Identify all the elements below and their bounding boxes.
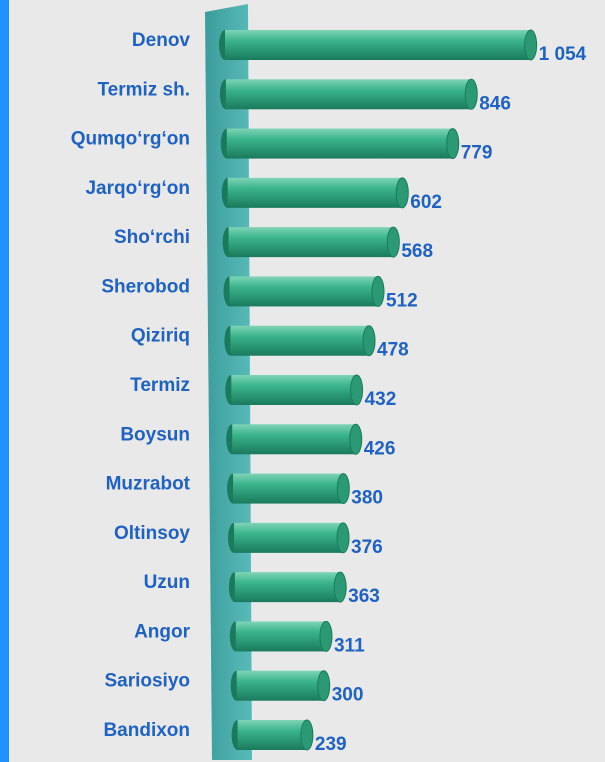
- bar: [234, 572, 341, 603]
- bar: [233, 473, 344, 504]
- category-label: Sho‘rchi: [114, 227, 190, 248]
- bar: [226, 128, 453, 159]
- category-label: Denov: [132, 30, 191, 51]
- bar-cap: [524, 29, 538, 61]
- value-label: 380: [351, 488, 383, 509]
- category-label: Bandixon: [103, 720, 190, 741]
- value-label: 363: [348, 586, 380, 607]
- value-label: 300: [332, 685, 364, 706]
- value-label: 568: [401, 241, 433, 262]
- bar: [232, 424, 356, 455]
- bar-cap: [350, 374, 364, 406]
- category-label: Jarqo‘rg‘on: [85, 178, 190, 199]
- bar-cap: [336, 473, 350, 505]
- category-label: Uzun: [144, 572, 190, 593]
- bar-cap: [395, 177, 409, 209]
- value-label: 432: [365, 389, 397, 410]
- value-label: 1 054: [539, 44, 587, 65]
- category-label: Sherobod: [101, 276, 190, 297]
- bar: [225, 30, 531, 60]
- bar-cap: [317, 670, 331, 702]
- value-label: 311: [334, 635, 365, 656]
- bars: Denov 1 054 Termiz sh. 846 Qumqo‘rg‘on 779 Jar…: [71, 29, 587, 755]
- value-label: 376: [351, 537, 383, 558]
- value-label: 846: [479, 93, 511, 114]
- bar: [225, 79, 472, 110]
- bar-cap: [464, 78, 478, 110]
- category-label: Oltinsoy: [114, 523, 190, 544]
- bar: [235, 621, 326, 652]
- bar-cap: [300, 719, 314, 751]
- category-label: Termiz: [130, 375, 190, 396]
- bar: [231, 375, 357, 405]
- value-label: 239: [315, 734, 347, 755]
- value-label: 779: [461, 143, 493, 164]
- bar-cap: [336, 522, 350, 554]
- value-label: 602: [410, 192, 442, 213]
- bar-cap: [386, 226, 400, 258]
- category-label: Sariosiyo: [104, 671, 190, 692]
- value-label: 426: [364, 438, 396, 459]
- bar-cap: [446, 128, 460, 160]
- bar: [237, 720, 307, 750]
- category-label: Qumqo‘rg‘on: [71, 129, 190, 150]
- bar: [236, 670, 324, 701]
- bar-cap: [349, 423, 363, 455]
- bar: [227, 177, 403, 208]
- side-strip: [0, 0, 9, 762]
- value-label: 478: [377, 340, 409, 361]
- value-label: 512: [386, 290, 418, 311]
- bar-cap: [319, 620, 333, 652]
- category-label: Muzrabot: [106, 474, 191, 495]
- bar: [228, 227, 394, 258]
- bar-cap: [371, 275, 385, 307]
- bar-cap: [362, 325, 376, 357]
- category-label: Angor: [134, 621, 191, 642]
- category-label: Boysun: [120, 424, 190, 445]
- bar: [229, 276, 378, 307]
- bar-cap: [333, 571, 347, 603]
- bar: [234, 522, 344, 553]
- category-label: Qiziriq: [131, 326, 190, 347]
- bar: [230, 325, 370, 356]
- category-label: Termiz sh.: [97, 79, 190, 100]
